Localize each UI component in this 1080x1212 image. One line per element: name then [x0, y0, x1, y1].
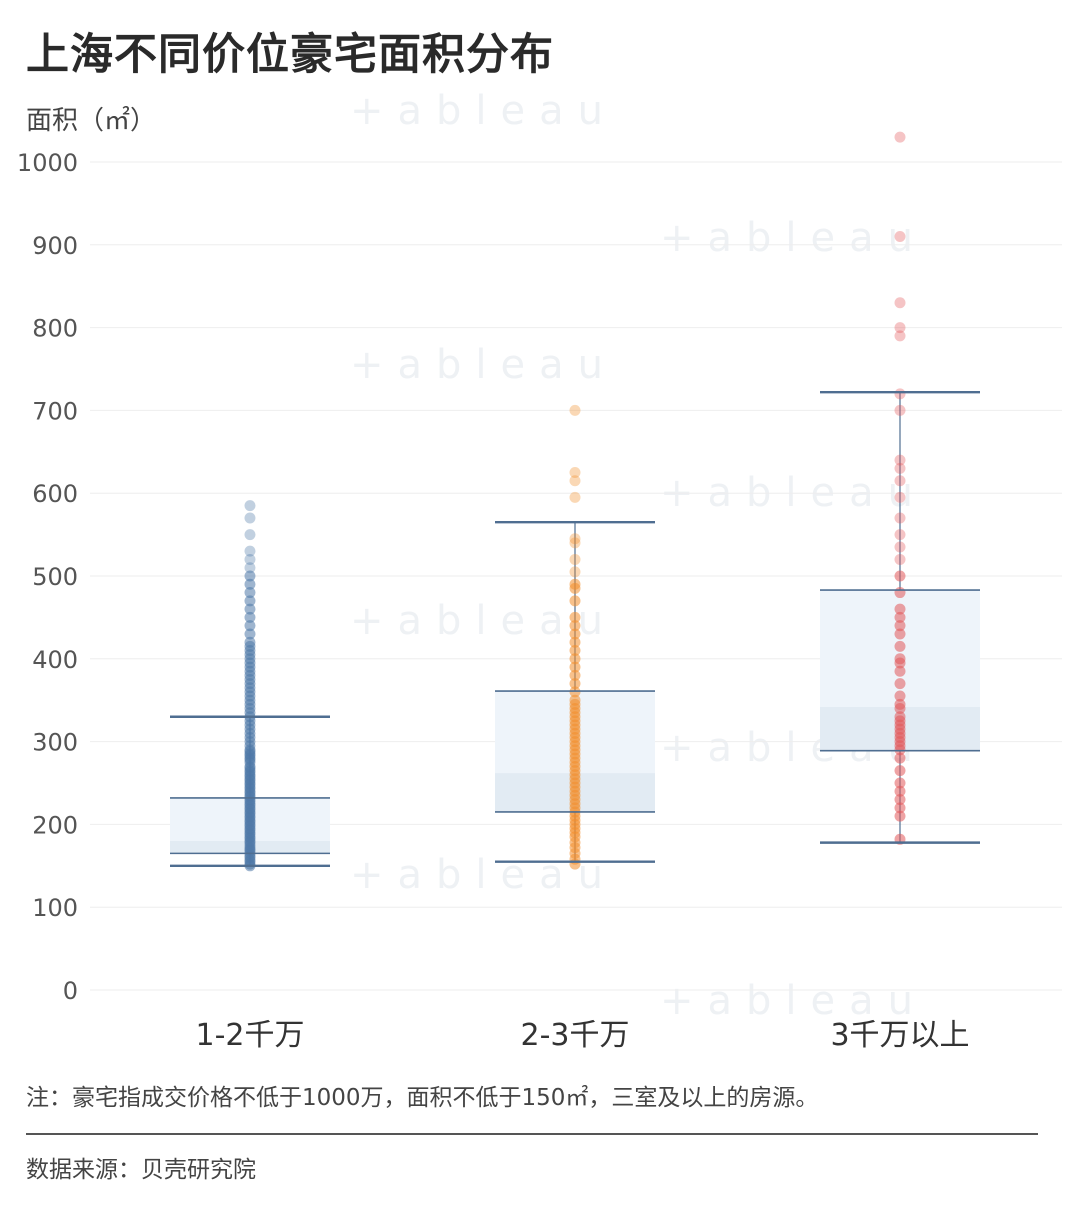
data-point	[569, 611, 581, 623]
y-tick-label: 100	[32, 894, 78, 922]
data-point	[244, 562, 256, 574]
y-tick-label: 400	[32, 646, 78, 674]
data-point	[569, 678, 581, 690]
data-point	[894, 794, 906, 806]
data-point	[894, 698, 906, 710]
data-point	[569, 628, 581, 640]
data-point	[244, 529, 256, 541]
data-point	[569, 553, 581, 565]
data-point	[894, 454, 906, 466]
data-point	[894, 553, 906, 565]
y-axis-label: 面积（㎡）	[26, 106, 157, 136]
data-point	[894, 322, 906, 334]
data-point	[569, 661, 581, 673]
data-point	[894, 765, 906, 777]
data-point	[894, 570, 906, 582]
data-point	[894, 785, 906, 797]
data-point	[894, 611, 906, 623]
data-point	[244, 587, 256, 599]
data-point	[569, 467, 581, 478]
data-point	[894, 475, 906, 487]
data-point	[894, 752, 906, 764]
data-point	[894, 603, 906, 615]
data-point	[569, 566, 581, 578]
data-point	[894, 491, 906, 503]
watermark: +ableau	[350, 88, 618, 134]
data-point	[894, 711, 906, 723]
data-point	[569, 404, 581, 416]
data-point	[894, 587, 906, 599]
data-point	[569, 645, 581, 657]
data-point	[894, 131, 906, 143]
data-source: 数据来源：贝壳研究院	[26, 1157, 256, 1183]
data-point	[569, 669, 581, 681]
data-point	[894, 653, 906, 665]
data-point	[894, 388, 906, 400]
data-point	[569, 653, 581, 665]
data-point	[894, 640, 906, 652]
data-point	[244, 570, 256, 582]
data-point	[894, 512, 906, 524]
divider	[26, 1133, 1038, 1135]
data-point	[894, 628, 906, 640]
data-point	[894, 541, 906, 553]
data-point	[244, 545, 256, 557]
data-point	[569, 686, 581, 698]
data-point	[244, 636, 256, 648]
y-tick-label: 600	[32, 480, 78, 508]
data-point	[894, 330, 906, 342]
y-tick-label: 200	[32, 811, 78, 839]
data-point	[244, 512, 256, 524]
data-point	[894, 690, 906, 702]
data-point	[894, 802, 906, 814]
data-point	[569, 694, 581, 706]
data-point	[894, 404, 906, 416]
data-point	[894, 297, 906, 309]
y-tick-label: 800	[32, 315, 78, 343]
data-point	[244, 595, 256, 607]
data-point	[894, 777, 906, 789]
y-tick-label: 300	[32, 729, 78, 757]
data-point	[569, 636, 581, 648]
data-point	[244, 578, 256, 590]
footnote: 注：豪宅指成交价格不低于1000万，面积不低于150㎡，三室及以上的房源。	[26, 1085, 819, 1111]
data-point	[569, 491, 581, 503]
data-point	[244, 628, 256, 640]
data-point	[244, 611, 256, 623]
data-point	[569, 595, 581, 607]
data-point	[894, 529, 906, 541]
y-tick-label: 900	[32, 232, 78, 260]
data-point	[244, 553, 256, 565]
data-point	[569, 620, 581, 632]
data-point	[244, 620, 256, 632]
data-point	[894, 620, 906, 632]
y-tick-label: 1000	[17, 149, 78, 177]
data-point	[569, 578, 581, 590]
data-point	[894, 810, 906, 822]
x-category-label: 3千万以上	[830, 1018, 969, 1053]
data-point	[894, 678, 906, 690]
data-point	[244, 603, 256, 615]
chart-title: 上海不同价位豪宅面积分布	[26, 30, 554, 80]
y-tick-label: 500	[32, 563, 78, 591]
x-category-label: 1-2千万	[196, 1018, 305, 1053]
y-tick-label: 700	[32, 397, 78, 425]
data-point	[569, 475, 581, 487]
data-point	[569, 537, 581, 549]
data-point	[244, 500, 256, 512]
y-tick-label: 0	[63, 977, 78, 1005]
data-point	[894, 462, 906, 474]
data-point	[894, 231, 906, 243]
data-point	[894, 665, 906, 677]
x-category-label: 2-3千万	[521, 1018, 630, 1053]
data-point	[569, 533, 581, 545]
box-plot-chart: 0 100 200 300 400 500 600 700 800 900 1000 1-2千万 2-3…	[17, 131, 1062, 1053]
